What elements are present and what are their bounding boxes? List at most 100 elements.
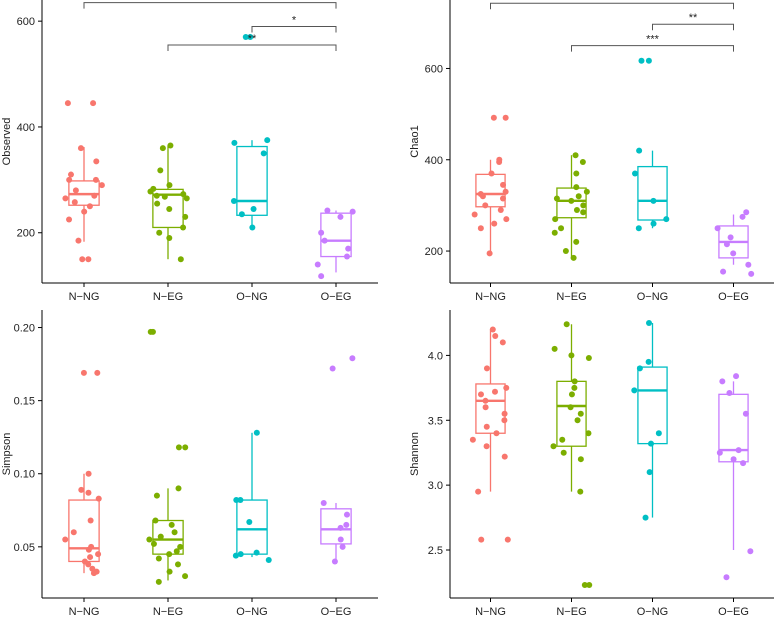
box-o-eg [718, 381, 749, 550]
data-point [343, 511, 350, 518]
data-point [577, 488, 584, 495]
data-point [166, 205, 173, 212]
data-point [318, 229, 325, 236]
data-point [573, 184, 580, 191]
data-point [78, 486, 85, 493]
data-point [650, 220, 657, 227]
data-point [153, 192, 160, 199]
data-point [491, 220, 498, 227]
data-point [180, 224, 187, 231]
data-point [580, 202, 587, 209]
data-point [568, 352, 575, 359]
data-point [586, 582, 593, 589]
data-point [558, 225, 565, 232]
panel-shannon: 2.5 3.0 3.5 4.0 Shannon N−NG N−EG O−NG O−EG [409, 310, 774, 618]
data-point [182, 444, 189, 451]
x-tick-label: N−NG [475, 606, 506, 618]
data-point [645, 57, 652, 64]
significance-label: * [292, 14, 297, 26]
x-tick-label: N−NG [69, 606, 100, 618]
x-tick-label: N−EG [153, 606, 183, 618]
data-point [90, 100, 97, 107]
significance-label: ** [689, 12, 698, 24]
box-n-ng [475, 329, 506, 492]
data-point [260, 150, 267, 157]
data-point [159, 145, 166, 152]
significance-bracket [251, 25, 337, 33]
data-point [168, 521, 175, 528]
data-point [483, 423, 490, 430]
y-tick-label: 0.05 [14, 542, 35, 554]
data-point [482, 397, 489, 404]
x-tick-label: N−EG [556, 291, 586, 303]
y-tick-label: 3.5 [428, 415, 443, 427]
x-tick-label: N−EG [556, 606, 586, 618]
data-point [501, 410, 508, 417]
data-point [577, 456, 584, 463]
data-point [723, 241, 730, 248]
data-point [748, 270, 755, 277]
x-tick-label: O−NG [236, 606, 267, 618]
data-point [339, 543, 346, 550]
data-point [477, 391, 484, 398]
data-point [572, 152, 579, 159]
data-point [730, 250, 737, 257]
box-o-ng [236, 432, 268, 558]
data-point [575, 193, 582, 200]
data-point [747, 548, 754, 555]
data-point [489, 326, 496, 333]
significance-bracket [83, 2, 337, 9]
data-point [552, 216, 559, 223]
data-point [573, 238, 580, 245]
x-tick-label: O−EG [718, 291, 749, 303]
data-point [182, 213, 189, 220]
x-tick-label: O−NG [637, 291, 668, 303]
y-tick-label: 600 [17, 16, 35, 28]
y-tick-label: 0.10 [14, 469, 35, 481]
data-point [723, 574, 730, 581]
data-point [730, 456, 737, 463]
significance-label: *** [606, 0, 620, 3]
data-point [246, 518, 253, 525]
data-point [70, 529, 77, 536]
data-point [743, 209, 750, 216]
y-tick-label: 200 [425, 246, 443, 258]
y-tick-label: 3.0 [428, 480, 443, 492]
data-point [152, 517, 159, 524]
data-point [739, 213, 746, 220]
data-point [232, 552, 239, 559]
data-point [580, 209, 587, 216]
data-point [329, 365, 336, 372]
y-axis-title: Shannon [409, 432, 421, 476]
box-o-ng [637, 322, 668, 518]
data-point [720, 268, 727, 275]
data-point [636, 365, 643, 372]
box-iqr [475, 173, 506, 208]
data-point [154, 200, 161, 207]
data-point [471, 211, 478, 218]
data-point [716, 449, 723, 456]
y-axis-title: Simpson [1, 433, 13, 476]
data-point [147, 188, 154, 195]
data-point [740, 460, 747, 467]
data-point [488, 170, 495, 177]
data-point [479, 193, 486, 200]
data-point [503, 216, 510, 223]
data-point [253, 549, 260, 556]
data-point [490, 114, 497, 121]
y-tick-label: 2.5 [428, 545, 443, 557]
x-tick-label: N−NG [475, 291, 506, 303]
data-point [663, 216, 670, 223]
box-o-ng [637, 150, 668, 229]
data-point [482, 404, 489, 411]
data-point [482, 202, 489, 209]
data-point [745, 261, 752, 268]
significance-label: *** [646, 34, 660, 46]
data-point [568, 197, 575, 204]
data-point [486, 250, 493, 257]
data-point [153, 492, 160, 499]
data-point [93, 158, 100, 165]
data-point [167, 142, 174, 149]
data-point [85, 256, 92, 263]
